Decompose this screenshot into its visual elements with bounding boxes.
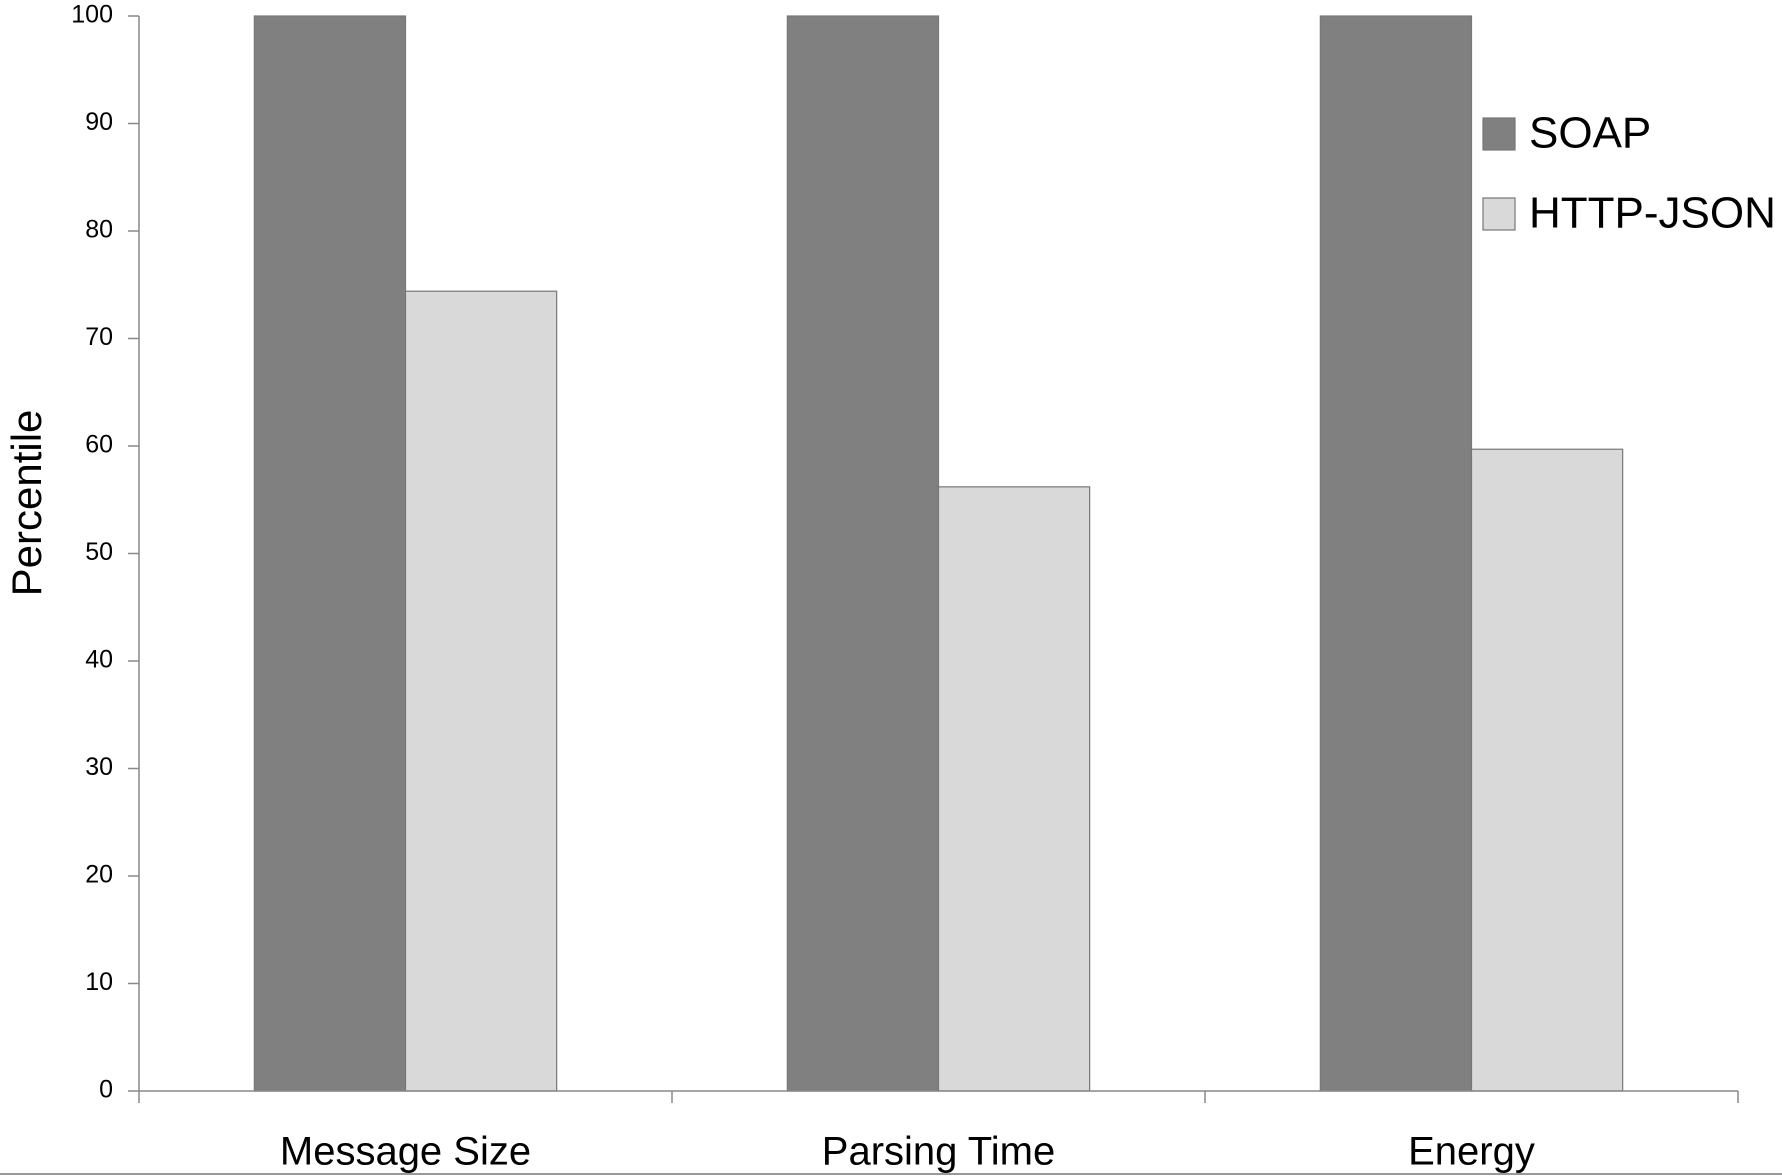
bar <box>404 290 558 1092</box>
x-tick-label: Parsing Time <box>822 1130 1055 1174</box>
legend-swatch <box>1482 197 1516 231</box>
y-tick-label: 30 <box>85 753 113 781</box>
x-tick-label: Message Size <box>280 1130 531 1174</box>
bar <box>937 486 1091 1092</box>
y-tick-label: 10 <box>85 968 113 996</box>
legend-swatch <box>1482 117 1516 151</box>
bar <box>1319 15 1473 1092</box>
bar <box>786 15 940 1092</box>
y-tick-label: 70 <box>85 323 113 351</box>
y-tick-label: 90 <box>85 108 113 136</box>
bar <box>253 15 407 1092</box>
y-tick-label: 50 <box>85 538 113 566</box>
x-tick-label: Energy <box>1408 1130 1535 1174</box>
y-axis-label: Percentile <box>3 410 50 597</box>
y-tick-label: 60 <box>85 431 113 459</box>
y-tick-label: 0 <box>99 1076 113 1104</box>
y-tick-label: 20 <box>85 861 113 889</box>
bar <box>1470 448 1624 1092</box>
legend-label: HTTP-JSON <box>1529 189 1776 238</box>
y-tick-label: 80 <box>85 216 113 244</box>
y-tick-label: 40 <box>85 646 113 674</box>
legend-label: SOAP <box>1529 109 1651 158</box>
y-tick-label: 100 <box>71 1 113 29</box>
